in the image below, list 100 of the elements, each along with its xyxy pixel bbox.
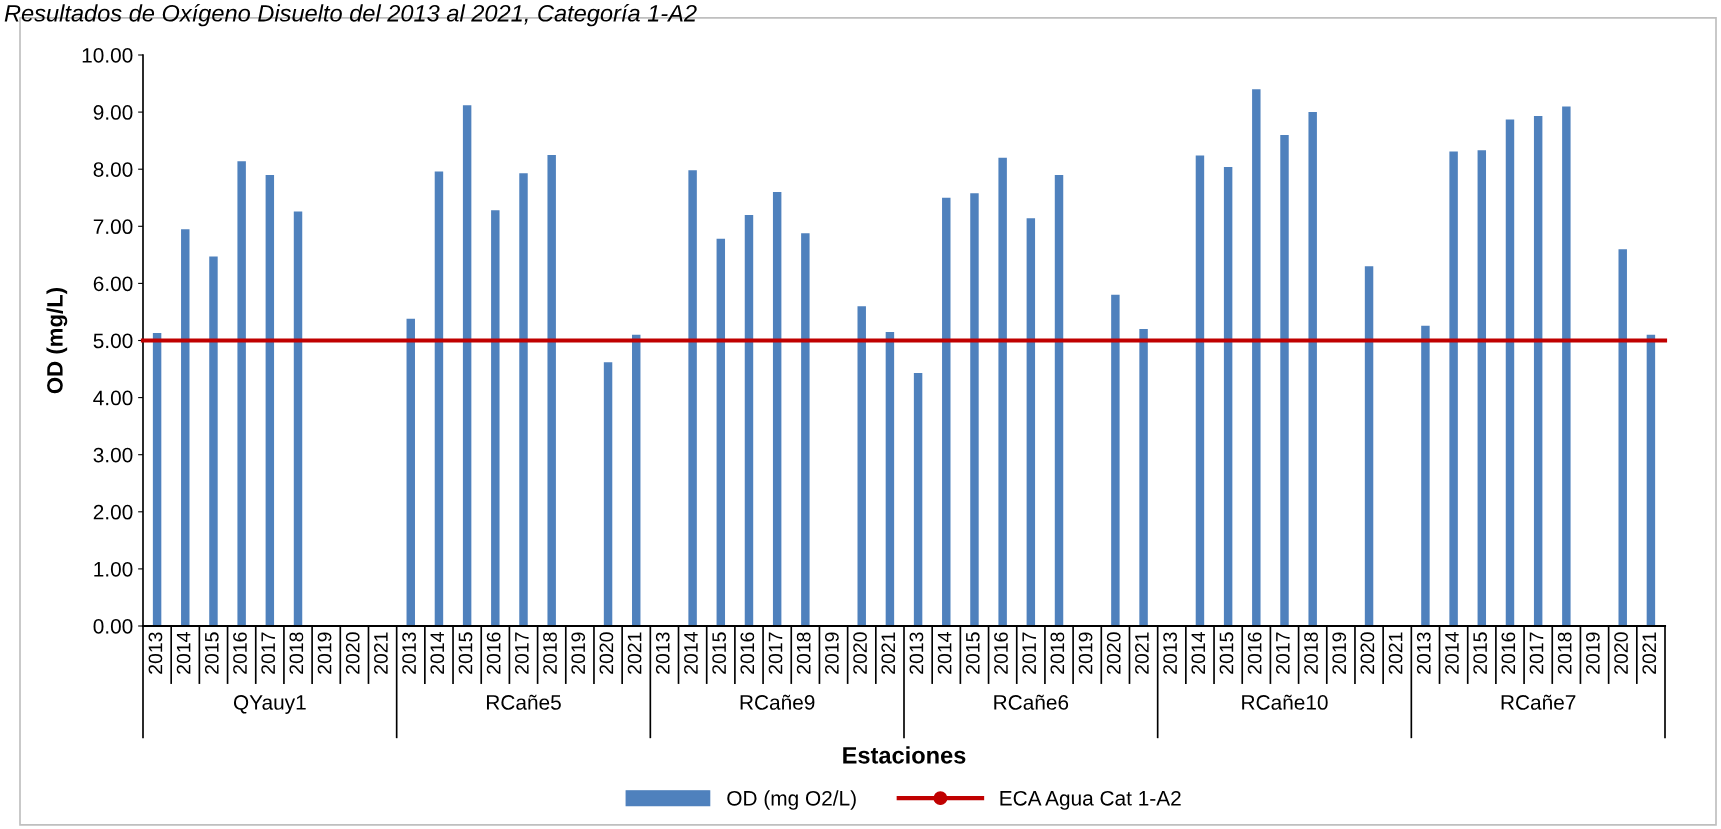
bar [885, 331, 895, 626]
x-tick-label: 2020 [853, 632, 867, 674]
x-tick-label: 2021 [1388, 632, 1403, 674]
x-tick-label: 2016 [994, 632, 1008, 674]
y-tick-label: 10.00 [82, 48, 133, 63]
x-tick-label: 2021 [881, 632, 896, 674]
x-tick-label: 2018 [1050, 632, 1065, 674]
y-tick-label: 4.00 [93, 390, 133, 406]
bar [1533, 116, 1543, 626]
x-tick-label: 2014 [937, 632, 952, 674]
x-tick-label: 2014 [176, 632, 191, 674]
x-tick-label: 2021 [374, 632, 388, 674]
bar [603, 362, 613, 626]
x-tick-label: 2020 [345, 632, 360, 674]
bar [265, 174, 275, 626]
bar [547, 154, 556, 626]
bar [1026, 218, 1036, 626]
bar [801, 233, 810, 626]
bar [434, 171, 444, 626]
x-tick-label: 2019 [317, 632, 332, 674]
bar [462, 105, 472, 626]
x-tick-label: 2015 [1473, 632, 1488, 674]
x-tick-label: 2016 [1501, 632, 1516, 674]
bar [1252, 89, 1261, 626]
bar [181, 229, 190, 626]
bar [491, 210, 500, 626]
x-tick-label: 2017 [1275, 632, 1290, 674]
x-tick-label: 2016 [740, 632, 755, 674]
y-tick-label: 6.00 [93, 276, 133, 292]
x-tick-label: 2021 [627, 632, 642, 674]
bar [1505, 119, 1515, 626]
y-tick-label: 1.00 [94, 561, 133, 577]
bar [857, 306, 866, 626]
x-tick-label: 2019 [824, 632, 839, 674]
chart-title: Resultados de Oxígeno Disuelto del 2013 al 2021, Categoría 1-A2 [4, 4, 697, 27]
x-tick-label: 2014 [1445, 632, 1459, 674]
bar [1449, 151, 1458, 626]
bar [1618, 249, 1627, 626]
bar [998, 157, 1007, 626]
y-tick-label: 0.00 [93, 619, 133, 634]
x-tick-label: 2016 [1247, 632, 1262, 674]
x-tick-label: 2019 [1585, 632, 1600, 674]
bar [152, 333, 162, 626]
x-tick-label: 2018 [796, 632, 811, 674]
x-tick-label: 2020 [1106, 632, 1121, 674]
bar [1562, 106, 1571, 626]
bar [913, 373, 923, 626]
x-tick-label: 2014 [430, 632, 445, 674]
bar [1139, 329, 1148, 626]
bar [209, 256, 218, 626]
x-tick-label: 2021 [1642, 632, 1657, 674]
bar [970, 193, 979, 626]
x-tick-label: 2015 [965, 632, 980, 674]
x-tick-label: 2017 [768, 632, 783, 674]
x-tick-label: 2018 [1557, 632, 1572, 674]
x-tick-label: 2015 [712, 632, 727, 674]
bar [688, 170, 697, 626]
x-tick-label: 2014 [1191, 632, 1206, 674]
bar [1646, 334, 1656, 626]
text: RCañe10 [1242, 694, 1328, 710]
x-tick-label: 2015 [458, 632, 473, 674]
y-axis-title: OD (mg/L) [46, 287, 68, 394]
y-tick-label: 7.00 [93, 219, 133, 235]
x-tick-label: 2014 [684, 632, 698, 674]
text: QYauy1 [233, 695, 306, 714]
x-tick-label: 2013 [1416, 632, 1431, 674]
bar [406, 318, 415, 626]
text: RCañe6 [994, 694, 1069, 710]
bar [772, 192, 782, 626]
x-tick-label: 2013 [1163, 632, 1177, 674]
bar [1280, 134, 1289, 626]
bar [1477, 150, 1487, 626]
bar [519, 173, 528, 626]
legend-label: ECA Agua Cat 1-A2 [1000, 790, 1181, 810]
bar [1421, 325, 1430, 626]
text: RCañe7 [1501, 694, 1576, 710]
x-tick-label: 2013 [402, 632, 416, 674]
x-tick-label: 2020 [599, 632, 614, 674]
x-tick-label: 2017 [514, 632, 529, 674]
bar [1111, 294, 1120, 626]
x-tick-label: 2013 [909, 632, 924, 674]
y-tick-label: 3.00 [93, 447, 133, 463]
x-tick-label: 2016 [233, 632, 247, 674]
bar [1195, 155, 1205, 626]
y-tick-label: 5.00 [93, 333, 133, 349]
x-tick-label: 2019 [1332, 632, 1347, 674]
x-tick-label: 2019 [571, 632, 586, 674]
y-tick-label: 8.00 [93, 162, 133, 177]
x-axis-title: Estaciones [843, 746, 966, 764]
x-tick-label: 2016 [486, 632, 501, 674]
bar [237, 161, 246, 626]
text: RCañe5 [486, 694, 561, 710]
y-tick-label: 9.00 [93, 105, 133, 120]
y-tick-label: 2.00 [93, 504, 133, 520]
x-tick-label: 2019 [1078, 632, 1093, 674]
x-tick-label: 2018 [543, 632, 557, 674]
bar [632, 334, 641, 626]
bar [744, 214, 754, 626]
x-tick-label: 2015 [1219, 632, 1234, 674]
bar [1364, 266, 1374, 626]
